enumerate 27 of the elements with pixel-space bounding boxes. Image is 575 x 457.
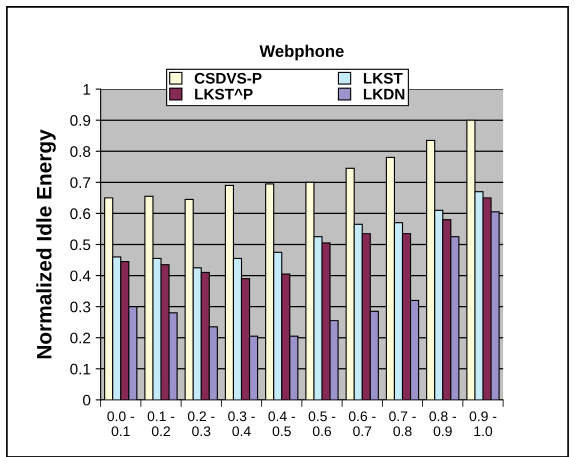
- y-tick-label: 0.4: [70, 270, 90, 282]
- y-tick-label: 0.7: [70, 177, 90, 188]
- x-tick-label: 0.6 - 0.7: [348, 411, 376, 436]
- x-tick-label: 0.5 - 0.6: [308, 411, 336, 436]
- legend-label: LKST^P: [195, 88, 253, 100]
- y-tick-label: 0.1: [70, 364, 90, 374]
- x-tick-label: 0.2 - 0.3: [188, 411, 215, 436]
- y-axis-title: Normalized Idle Energy: [36, 129, 56, 358]
- legend-label: LKST: [364, 72, 403, 84]
- y-tick-label: 0: [83, 394, 90, 406]
- y-tick-label: 1: [84, 84, 90, 95]
- y-tick-label: 0.2: [70, 332, 90, 344]
- legend-label: CSDVS-P: [194, 72, 262, 84]
- chart-title: Webphone: [259, 44, 344, 60]
- x-tick-label: 0.3 - 0.4: [228, 411, 255, 436]
- x-tick-label: 0.7 - 0.8: [389, 411, 416, 436]
- y-tick-label: 0.8: [70, 146, 90, 157]
- legend-label: LKDN: [364, 88, 404, 100]
- y-tick-label: 0.3: [70, 302, 90, 312]
- y-tick-label: 0.9: [70, 115, 90, 126]
- x-tick-label: 0.1 - 0.2: [148, 411, 174, 436]
- x-tick-label: 0.9 - 1.0: [470, 411, 496, 436]
- x-tick-label: 0.0 - 0.1: [107, 411, 134, 436]
- y-tick-label: 0.6: [70, 208, 90, 220]
- x-tick-label: 0.8 - 0.9: [429, 411, 456, 436]
- y-tick-label: 0.5: [70, 239, 90, 250]
- x-tick-label: 0.4 - 0.5: [268, 411, 296, 436]
